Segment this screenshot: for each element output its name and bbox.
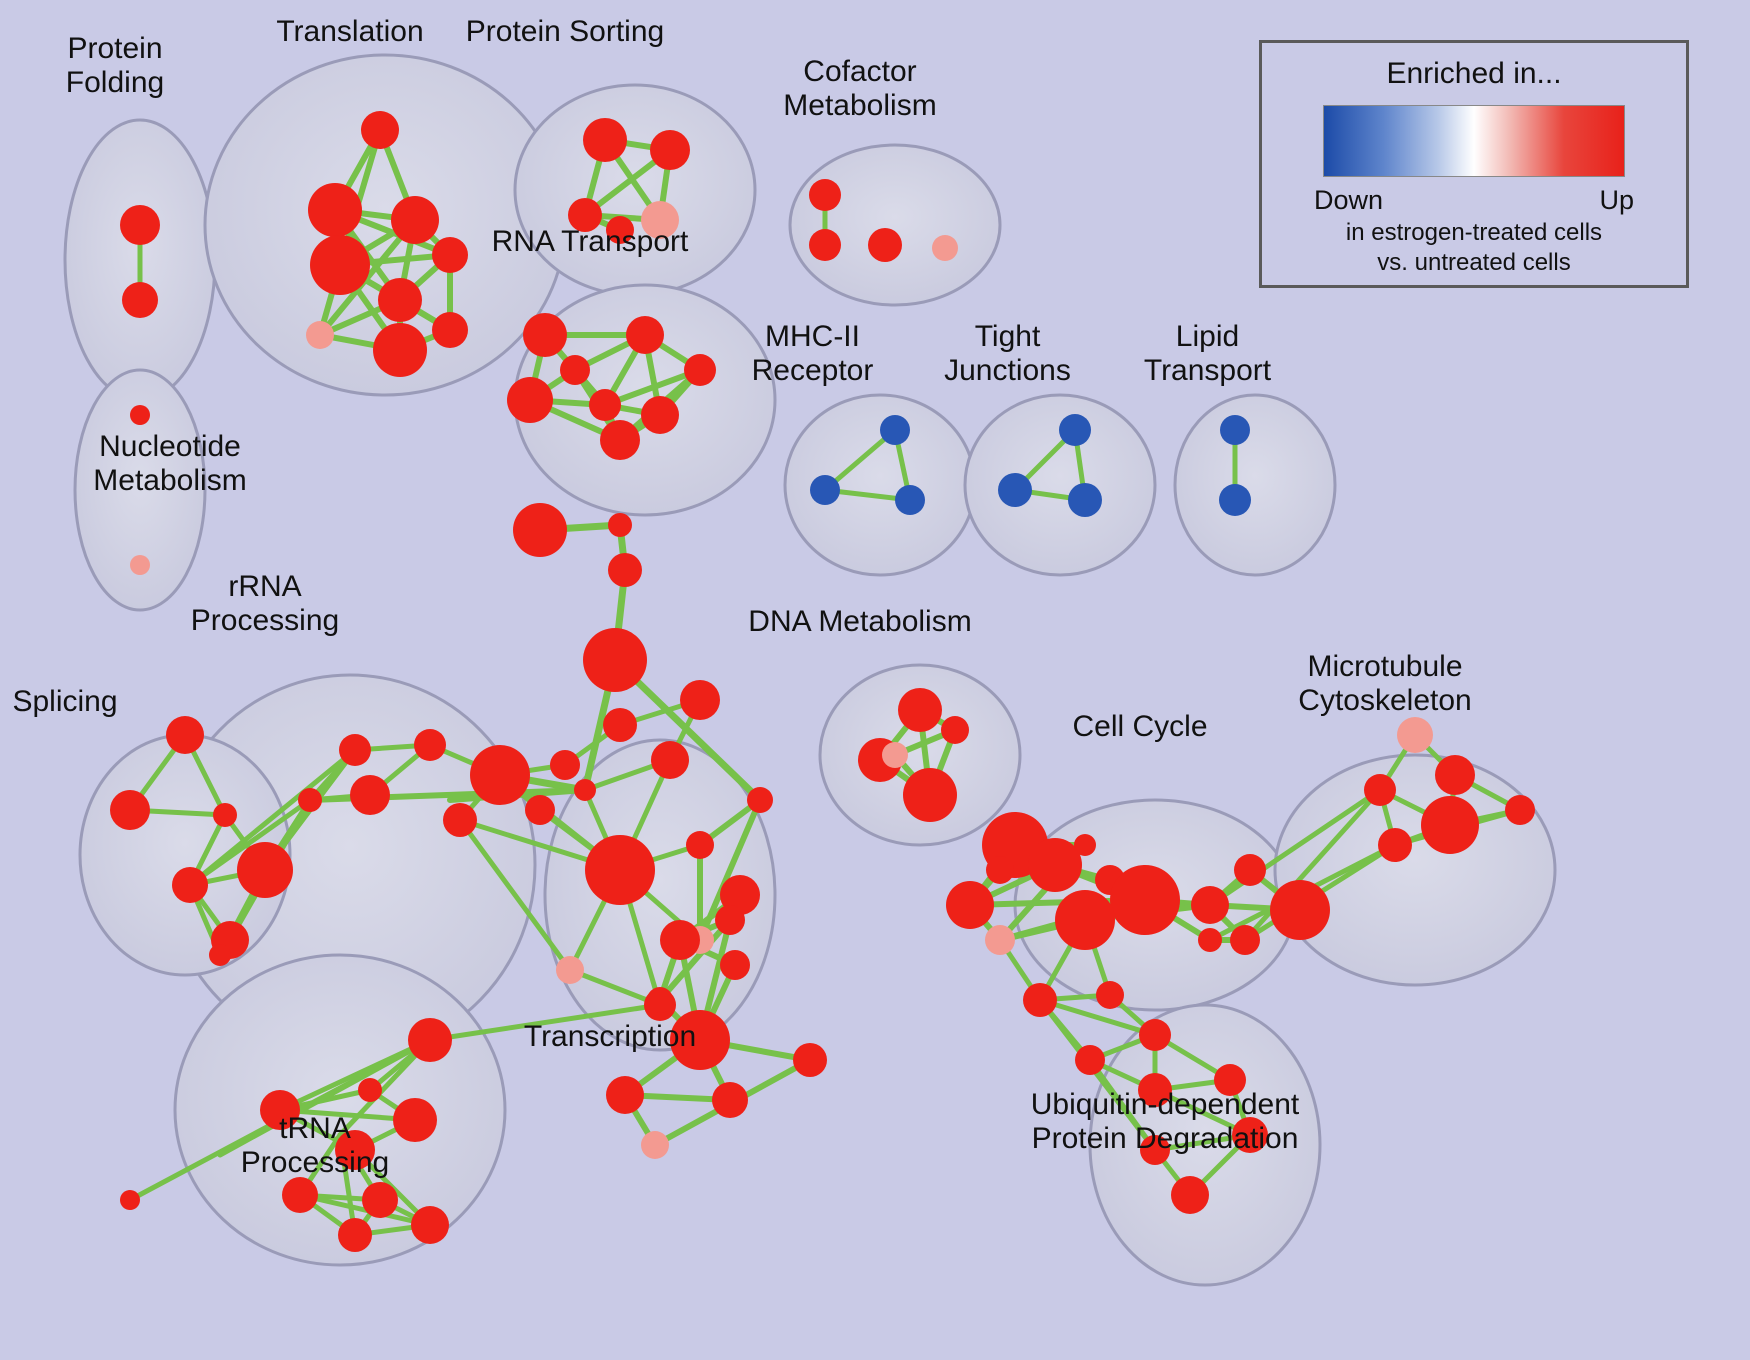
enrichment-gradient-bar — [1323, 105, 1625, 177]
legend-up-label: Up — [1599, 185, 1634, 216]
legend-down-label: Down — [1314, 185, 1383, 216]
legend-panel: Enriched in... Down Up in estrogen-treat… — [1259, 40, 1689, 288]
legend-title: Enriched in... — [1262, 57, 1686, 91]
legend-caption-line2: vs. untreated cells — [1262, 248, 1686, 278]
legend-caption-line1: in estrogen-treated cells — [1262, 218, 1686, 248]
enrichment-map-canvas: Protein Folding Translation Protein Sort… — [0, 0, 1750, 1360]
